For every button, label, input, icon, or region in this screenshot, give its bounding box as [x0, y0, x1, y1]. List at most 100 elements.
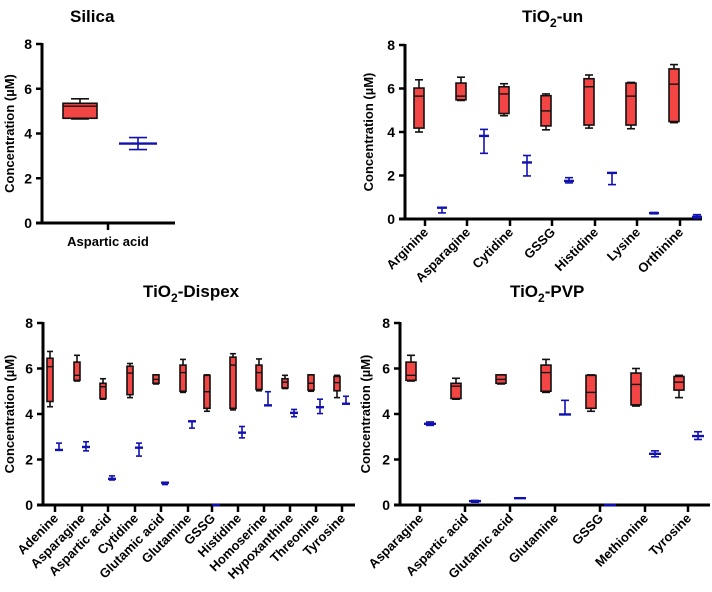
box-iqr — [583, 77, 595, 126]
y-tick-label: 0 — [24, 215, 32, 231]
y-tick-label: 8 — [382, 315, 390, 331]
error-bar — [55, 442, 63, 452]
box-plot — [255, 358, 263, 392]
box-iqr — [126, 365, 134, 396]
x-tick-label: Histidine — [552, 225, 601, 274]
box-iqr — [255, 364, 263, 391]
box-plot — [179, 358, 187, 394]
x-tick-label: GSSG — [569, 511, 606, 548]
title-subscript: 2 — [171, 291, 178, 305]
error-bar — [522, 154, 532, 177]
title-suffix: -PVP — [545, 282, 585, 301]
box-plot — [405, 354, 417, 382]
error-bar — [82, 440, 90, 452]
error-bar — [607, 171, 617, 186]
box-plot — [540, 358, 552, 394]
error-bar — [692, 213, 702, 219]
title-subscript: 2 — [538, 291, 545, 305]
error-bar — [342, 395, 350, 405]
box-iqr — [668, 68, 680, 123]
y-tick-label: 8 — [387, 37, 395, 53]
box-iqr — [62, 102, 98, 120]
box-plot — [62, 98, 98, 120]
error-bar — [424, 421, 436, 427]
box-plot — [585, 374, 597, 413]
box-iqr — [413, 87, 425, 129]
y-tick-label: 2 — [24, 170, 32, 186]
y-axis-label: Concentration (µM) — [361, 73, 376, 192]
x-tick-label: Orthinine — [635, 225, 686, 276]
error-bar — [649, 211, 659, 215]
error-bar — [264, 390, 272, 407]
box-plot — [333, 374, 341, 399]
error-bar — [161, 481, 169, 486]
box-iqr — [229, 356, 237, 410]
box-plot — [668, 63, 680, 124]
error-bar — [238, 425, 246, 439]
error-bar — [564, 176, 574, 184]
box-plot — [625, 81, 637, 130]
box-iqr — [450, 382, 462, 400]
error-bar — [119, 136, 157, 151]
y-tick-label: 6 — [25, 361, 33, 377]
box-iqr — [179, 364, 187, 393]
title-main: TiO — [510, 282, 538, 301]
x-tick-label: Lysine — [604, 225, 643, 264]
title-main: TiO — [143, 282, 171, 301]
title-main: Silica — [70, 7, 115, 26]
box-plot — [229, 352, 237, 411]
title-subscript: 2 — [550, 16, 557, 30]
box-plot — [126, 362, 134, 399]
box-plot — [583, 74, 595, 129]
y-axis-label: Concentration (µM) — [358, 355, 373, 474]
box-iqr — [673, 375, 685, 391]
error-bar — [437, 206, 447, 214]
y-tick-label: 2 — [25, 452, 33, 468]
box-iqr — [46, 357, 54, 403]
box-plot — [73, 354, 81, 382]
panel-title: TiO2-un — [522, 7, 583, 30]
box-plot — [450, 377, 462, 401]
x-tick-label: Cytidine — [469, 225, 516, 272]
panel-0: Silica Concentration (µM) 0 2 4 6 8 Aspartic ac… — [2, 7, 175, 249]
x-tick-label: GSSG — [521, 225, 558, 262]
title-main: TiO — [522, 7, 550, 26]
x-tick-label: Glutamine — [506, 511, 562, 567]
error-bar — [649, 450, 661, 458]
error-bar — [559, 399, 571, 416]
box-plot — [281, 374, 289, 390]
y-tick-label: 0 — [25, 497, 33, 513]
box-iqr — [498, 85, 510, 115]
panel-title: TiO2-Dispex — [143, 282, 240, 305]
box-plot — [99, 377, 107, 401]
panel-title: Silica — [70, 7, 115, 26]
error-bar — [469, 499, 481, 504]
box-plot — [673, 374, 685, 399]
y-axis-label: Concentration (µM) — [2, 74, 17, 193]
y-tick-label: 4 — [387, 124, 395, 140]
box-plot — [455, 76, 467, 102]
error-bar — [316, 398, 324, 415]
box-plot — [152, 374, 160, 385]
box-iqr — [73, 361, 81, 382]
y-axis-label: Concentration (µM) — [2, 355, 17, 474]
box-iqr — [625, 82, 637, 126]
box-plot — [540, 93, 552, 131]
y-tick-label: 4 — [24, 126, 32, 142]
box-plot — [413, 79, 425, 133]
title-suffix: -Dispex — [178, 282, 240, 301]
error-bar — [290, 408, 298, 418]
box-iqr — [455, 82, 467, 101]
box-plot — [203, 374, 211, 413]
error-bar — [188, 420, 196, 429]
y-tick-label: 2 — [382, 452, 390, 468]
error-bar — [479, 128, 489, 155]
box-iqr — [281, 377, 289, 389]
box-plot — [498, 82, 510, 117]
box-iqr — [405, 361, 417, 382]
y-tick-label: 8 — [24, 36, 32, 52]
y-tick-label: 4 — [25, 406, 33, 422]
